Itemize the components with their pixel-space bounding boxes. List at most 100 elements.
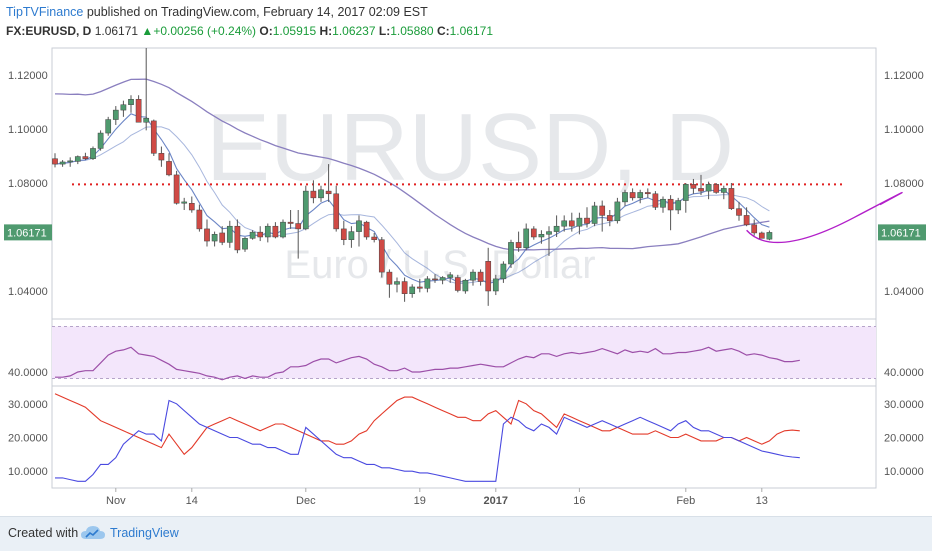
last-price-tag-label: 1.06171 <box>881 227 921 239</box>
candle-body <box>204 228 210 242</box>
candle-body <box>637 192 644 199</box>
candle-body <box>462 279 469 292</box>
candle-body <box>394 281 400 285</box>
candle-body <box>348 231 355 240</box>
candle-body <box>188 203 195 211</box>
tradingview-link[interactable]: TradingView <box>110 526 179 540</box>
projected-curve-line <box>746 191 903 244</box>
candle-body <box>234 225 241 251</box>
y-tick-label-left: 1.10000 <box>8 124 48 136</box>
candle-body <box>310 190 317 199</box>
candle-body <box>568 220 575 227</box>
di-plus-line <box>55 399 800 482</box>
x-tick-label: Feb <box>676 495 695 507</box>
candle-body <box>340 228 347 240</box>
candle-body <box>325 190 332 195</box>
candle-body <box>363 221 370 238</box>
candle-body <box>584 217 590 224</box>
candle-body <box>652 193 659 208</box>
close-label: C: <box>436 24 450 38</box>
candle-body <box>386 271 393 285</box>
published-text: published on TradingView.com, February 1… <box>86 5 428 19</box>
candle-body <box>158 153 165 161</box>
last-price: 1.06171 <box>94 24 139 38</box>
candle-body <box>416 286 423 289</box>
candle-body <box>90 148 96 159</box>
rsi-line <box>55 346 800 381</box>
candle-body <box>257 231 264 238</box>
candle-body <box>591 205 598 224</box>
rsi-tick-label-left: 40.0000 <box>8 367 48 379</box>
watermark-symbol: EURUSD, D <box>206 94 734 201</box>
dmi-tick-label-left: 20.0000 <box>8 433 48 445</box>
candle-body <box>546 231 552 235</box>
candle-body <box>698 188 704 192</box>
slow-moving-average-line <box>54 126 770 285</box>
last-price-tag-right: 1.06171 <box>878 224 926 241</box>
candle-body <box>280 221 286 238</box>
candle-body <box>454 277 461 291</box>
candle-body <box>523 228 530 249</box>
low-label: L: <box>378 24 391 38</box>
tradingview-cloud-icon <box>81 526 105 539</box>
candle-body <box>52 158 58 165</box>
x-tick-label: 13 <box>756 495 768 507</box>
candle-body <box>74 156 81 162</box>
candle-body <box>226 225 233 243</box>
last-price-tag-box <box>878 224 926 241</box>
candle-body <box>736 208 742 216</box>
candle-body <box>530 228 537 238</box>
candle-body <box>135 99 142 123</box>
candle-body <box>690 184 697 189</box>
candle-body <box>302 190 309 230</box>
candle-body <box>432 278 438 281</box>
high-value: 1.06237 <box>332 24 376 38</box>
y-tick-label-right: 1.04000 <box>884 286 924 298</box>
candle-body <box>758 232 765 239</box>
candle-body <box>424 278 431 289</box>
candle-body <box>508 242 514 265</box>
candle-body <box>173 174 180 204</box>
candle-body <box>59 161 66 165</box>
candle-body <box>150 120 157 154</box>
dmi-tick-label-left: 30.0000 <box>8 399 48 411</box>
dmi-tick-label-right: 20.0000 <box>884 433 924 445</box>
candle-body <box>82 156 89 159</box>
last-price-tag-box <box>4 224 52 241</box>
close-value: 1.06171 <box>449 24 494 38</box>
y-tick-label-left: 1.12000 <box>8 70 48 82</box>
price-change: +0.00256 (+0.24%) <box>153 24 257 38</box>
candle-body <box>705 184 712 192</box>
open-value: 1.05915 <box>272 24 317 38</box>
last-price-tag-left: 1.06171 <box>4 224 52 241</box>
candle-body <box>713 184 720 193</box>
candle-body <box>439 277 446 281</box>
candle-body <box>409 286 416 294</box>
candle-body <box>378 239 385 273</box>
candle-body <box>644 192 651 195</box>
candle-body <box>751 224 758 234</box>
publish-info: TipTVFinance published on TradingView.co… <box>6 5 428 19</box>
candle-body <box>561 220 568 227</box>
candle-body <box>470 271 476 281</box>
candle-body <box>515 242 522 249</box>
x-tick-label: Dec <box>296 495 316 507</box>
dmi-tick-label-right: 10.0000 <box>884 466 924 478</box>
candle-body <box>682 184 689 201</box>
di-minus-line <box>54 393 800 456</box>
last-price-tag-label: 1.06171 <box>7 227 47 239</box>
candle-body <box>492 278 499 292</box>
candle-body <box>629 192 636 199</box>
low-value: 1.05880 <box>390 24 434 38</box>
y-tick-label-right: 1.10000 <box>884 124 924 136</box>
candle-body <box>242 238 248 250</box>
candle-body <box>211 234 218 242</box>
candle-body <box>333 193 340 230</box>
candle-body <box>477 271 484 282</box>
candle-body <box>318 189 324 199</box>
candle-body <box>766 232 773 240</box>
candle-body <box>143 117 150 123</box>
publisher-link[interactable]: TipTVFinance <box>6 5 84 19</box>
high-label: H: <box>319 24 333 38</box>
